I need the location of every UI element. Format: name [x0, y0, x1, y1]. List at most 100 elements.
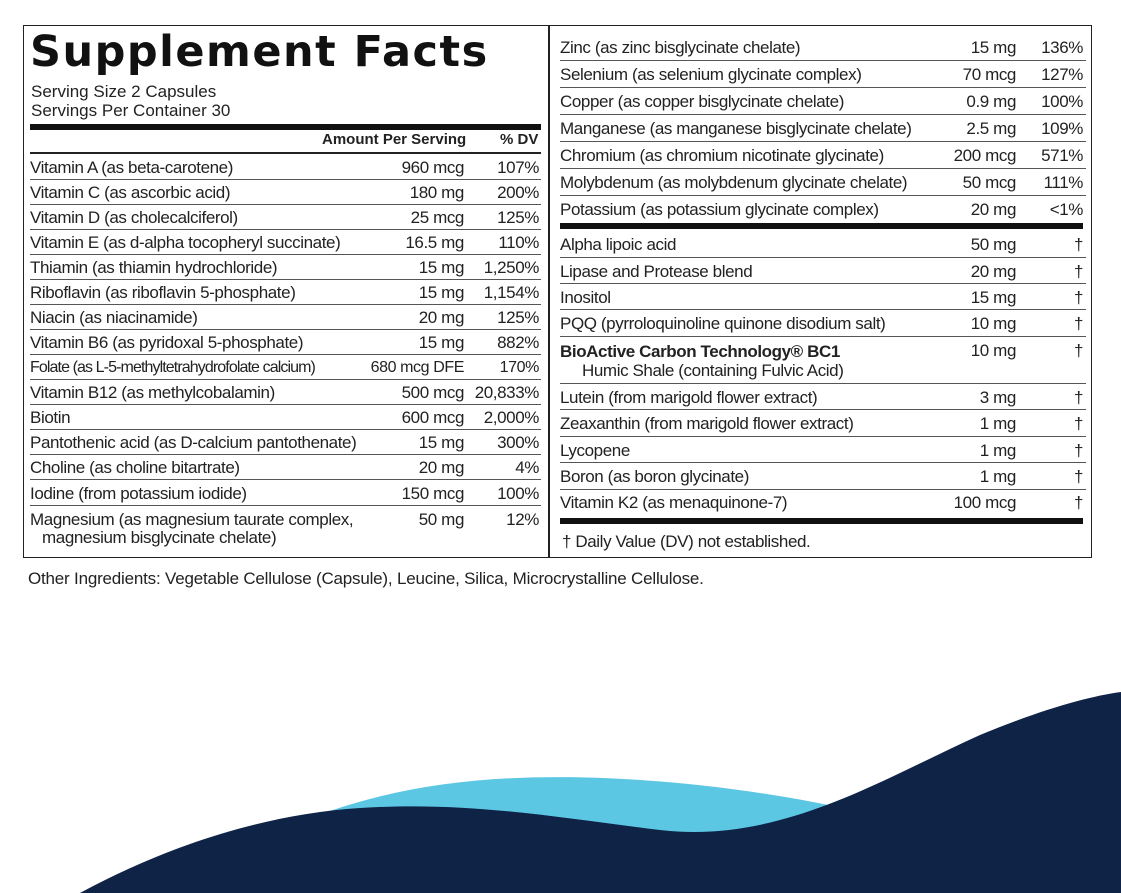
column-header-dv: % DV	[500, 131, 539, 148]
nutrient-dv: 100%	[497, 484, 539, 503]
wave-dark-band	[80, 692, 1121, 893]
nutrient-amount: 20 mg	[418, 458, 465, 477]
nutrient-amount: 20 mg	[418, 308, 465, 327]
nutrient-row: Iodine (from potassium iodide) 150 mcg 1…	[30, 480, 541, 506]
ingredient-amount: 20 mg	[970, 262, 1017, 281]
nutrient-dv: 1,154%	[483, 283, 540, 302]
ingredient-amount: 15 mg	[970, 288, 1017, 307]
nutrient-amount: 150 mcg	[401, 484, 465, 503]
ingredient-name: Lutein (from marigold flower extract)	[560, 388, 818, 407]
decorative-wave	[80, 692, 1121, 893]
nutrient-name: Biotin	[30, 408, 71, 427]
serving-size: Serving Size 2 Capsules	[31, 82, 217, 101]
ingredient-row: Alpha lipoic acid 50 mg †	[560, 231, 1086, 258]
ingredient-name-line2: Humic Shale (containing Fulvic Acid)	[582, 361, 844, 380]
column-divider	[548, 25, 550, 558]
nutrient-row: Zinc (as zinc bisglycinate chelate) 15 m…	[560, 34, 1086, 61]
nutrient-name: Selenium (as selenium glycinate complex)	[560, 65, 862, 84]
nutrient-amount: 20 mg	[970, 200, 1017, 219]
nutrient-row: Vitamin D (as cholecalciferol) 25 mcg 12…	[30, 205, 541, 230]
ingredient-amount: 3 mg	[979, 388, 1017, 407]
ingredient-name: Vitamin K2 (as menaquinone-7)	[560, 493, 788, 512]
nutrient-dv: 2,000%	[483, 408, 540, 427]
nutrient-amount: 50 mcg	[962, 173, 1017, 192]
header-thick-rule	[30, 124, 541, 130]
nutrient-name: Potassium (as potassium glycinate comple…	[560, 200, 879, 219]
nutrient-dv: 170%	[499, 359, 540, 376]
nutrient-name: Riboflavin (as riboflavin 5-phosphate)	[30, 283, 296, 302]
nutrient-dv: 1,250%	[483, 258, 540, 277]
nutrient-amount: 50 mg	[418, 510, 465, 529]
label-title: Supplement Facts	[30, 27, 489, 77]
nutrient-name: Vitamin E (as d-alpha tocopheryl succina…	[30, 233, 341, 252]
ingredient-name: Inositol	[560, 288, 611, 307]
nutrient-dv: 100%	[1041, 92, 1083, 111]
nutrient-row: Vitamin B6 (as pyridoxal 5-phosphate) 15…	[30, 330, 541, 355]
section-thick-rule	[560, 223, 1083, 229]
nutrient-row: Chromium (as chromium nicotinate glycina…	[560, 142, 1086, 169]
nutrient-dv: 107%	[497, 158, 539, 177]
nutrient-name: Niacin (as niacinamide)	[30, 308, 198, 327]
ingredient-name: BioActive Carbon Technology® BC1	[560, 342, 840, 361]
nutrient-amount: 15 mg	[418, 258, 465, 277]
nutrient-dv: 125%	[497, 208, 539, 227]
nutrient-amount: 15 mg	[970, 38, 1017, 57]
nutrient-name: Vitamin C (as ascorbic acid)	[30, 183, 231, 202]
nutrient-row: Folate (as L-5-methyltetrahydrofolate ca…	[30, 355, 541, 380]
nutrient-dv: 571%	[1041, 146, 1083, 165]
nutrient-dv: 4%	[515, 458, 539, 477]
ingredient-row: Lycopene 1 mg †	[560, 437, 1086, 463]
ingredient-name: Lipase and Protease blend	[560, 262, 753, 281]
nutrient-amount: 70 mcg	[962, 65, 1017, 84]
ingredient-amount: 100 mcg	[953, 493, 1017, 512]
nutrient-row: Niacin (as niacinamide) 20 mg 125%	[30, 305, 541, 330]
nutrient-row: Choline (as choline bitartrate) 20 mg 4%	[30, 455, 541, 480]
nutrient-row: Vitamin E (as d-alpha tocopheryl succina…	[30, 230, 541, 255]
nutrient-name: Choline (as choline bitartrate)	[30, 458, 240, 477]
ingredient-amount: 1 mg	[979, 467, 1017, 486]
nutrient-name: Thiamin (as thiamin hydrochloride)	[30, 258, 278, 277]
dagger-mark: †	[1073, 314, 1083, 333]
nutrient-row: Copper (as copper bisglycinate chelate) …	[560, 88, 1086, 115]
dagger-mark: †	[1073, 467, 1083, 486]
nutrient-name-line2: magnesium bisglycinate chelate)	[42, 528, 277, 547]
nutrient-amount: 960 mcg	[401, 158, 465, 177]
nutrient-amount: 600 mcg	[401, 408, 465, 427]
daily-value-footnote: † Daily Value (DV) not established.	[562, 532, 811, 551]
nutrient-amount: 0.9 mg	[966, 92, 1016, 111]
servings-per-container: Servings Per Container 30	[31, 101, 231, 120]
nutrient-name: Iodine (from potassium iodide)	[30, 484, 247, 503]
ingredient-name: Alpha lipoic acid	[560, 235, 677, 254]
ingredient-row: Zeaxanthin (from marigold flower extract…	[560, 410, 1086, 437]
nutrient-dv: 882%	[497, 333, 539, 352]
other-ingredients: Other Ingredients: Vegetable Cellulose (…	[28, 569, 704, 588]
footer-thick-rule	[560, 518, 1083, 524]
nutrient-amount: 15 mg	[418, 433, 465, 452]
nutrient-dv: <1%	[1049, 200, 1084, 219]
nutrient-name: Vitamin D (as cholecalciferol)	[30, 208, 238, 227]
dagger-mark: †	[1073, 388, 1083, 407]
nutrient-amount: 25 mcg	[410, 208, 465, 227]
nutrient-name: Manganese (as manganese bisglycinate che…	[560, 119, 912, 138]
nutrient-name: Zinc (as zinc bisglycinate chelate)	[560, 38, 801, 57]
nutrient-amount: 200 mcg	[953, 146, 1017, 165]
dagger-mark: †	[1073, 341, 1083, 360]
nutrient-amount: 500 mcg	[401, 383, 465, 402]
nutrient-dv: 20,833%	[474, 383, 540, 402]
nutrient-amount: 680 mcg DFE	[370, 359, 465, 376]
ingredient-name: PQQ (pyrroloquinoline quinone disodium s…	[560, 314, 886, 333]
ingredient-amount: 50 mg	[970, 235, 1017, 254]
nutrient-name: Molybdenum (as molybdenum glycinate chel…	[560, 173, 908, 192]
nutrient-row: Vitamin B12 (as methylcobalamin) 500 mcg…	[30, 380, 541, 405]
nutrient-dv: 111%	[1043, 173, 1084, 192]
dagger-mark: †	[1073, 414, 1083, 433]
ingredient-row: Boron (as boron glycinate) 1 mg †	[560, 463, 1086, 490]
ingredient-amount: 10 mg	[970, 341, 1017, 360]
ingredient-amount: 1 mg	[979, 441, 1017, 460]
nutrient-dv: 12%	[506, 510, 539, 529]
nutrient-dv: 125%	[497, 308, 539, 327]
ingredient-row: PQQ (pyrroloquinoline quinone disodium s…	[560, 310, 1086, 337]
nutrient-dv: 300%	[497, 433, 539, 452]
ingredient-amount: 1 mg	[979, 414, 1017, 433]
ingredient-row: Lipase and Protease blend 20 mg †	[560, 258, 1086, 284]
